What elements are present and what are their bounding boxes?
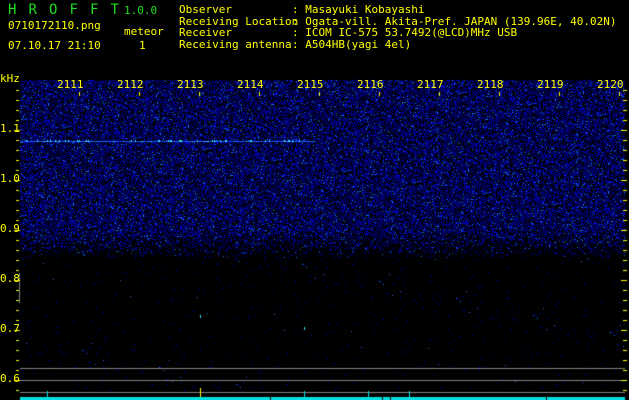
info-label: Receiving antenna bbox=[179, 38, 292, 52]
freq-label: 0.7 bbox=[0, 322, 20, 335]
freq-label: 1.0 bbox=[0, 172, 20, 185]
time-label: 2117 bbox=[417, 78, 444, 91]
freq-label: 0.8 bbox=[0, 272, 20, 285]
title-letter: R bbox=[28, 2, 37, 18]
time-label: 2118 bbox=[477, 78, 504, 91]
freq-label: 0.6 bbox=[0, 372, 20, 385]
info-label: Receiver bbox=[179, 26, 232, 40]
freq-label: 1.1 bbox=[0, 122, 20, 135]
info-value: : Ogata-vill. Akita-Pref. JAPAN (139.96E… bbox=[292, 14, 617, 28]
time-label: 2116 bbox=[357, 78, 384, 91]
time-label: 2120 bbox=[597, 78, 624, 91]
time-label: 2115 bbox=[297, 78, 324, 91]
title-letter: T bbox=[110, 2, 119, 18]
meteor-count: 1 bbox=[139, 39, 146, 52]
title-letter: H bbox=[8, 2, 17, 18]
file-name: 0710172110.png bbox=[8, 19, 101, 32]
info-value: : A504HB(yagi 4el) bbox=[292, 38, 412, 52]
time-label: 2114 bbox=[237, 78, 264, 91]
info-value: : ICOM IC-575 53.7492(@LCD)MHz USB bbox=[292, 26, 518, 40]
time-label: 2119 bbox=[537, 78, 564, 91]
time-label: 2113 bbox=[177, 78, 204, 91]
info-value: : Masayuki Kobayashi bbox=[292, 3, 425, 16]
app-version: 1.0.0 bbox=[124, 4, 158, 17]
unit-label: kHz bbox=[0, 72, 20, 85]
file-datetime: 07.10.17 21:10 bbox=[8, 39, 101, 52]
meteor-label: meteor bbox=[124, 25, 164, 38]
freq-label: 0.9 bbox=[0, 222, 20, 235]
title-letter: F bbox=[69, 2, 78, 18]
info-label: Observer bbox=[179, 3, 232, 16]
info-label: Receiving Location bbox=[179, 14, 299, 28]
time-label: 2111 bbox=[57, 78, 84, 91]
time-label: 2112 bbox=[117, 78, 144, 91]
title-letter: F bbox=[90, 2, 99, 18]
title-letter: O bbox=[49, 2, 58, 18]
